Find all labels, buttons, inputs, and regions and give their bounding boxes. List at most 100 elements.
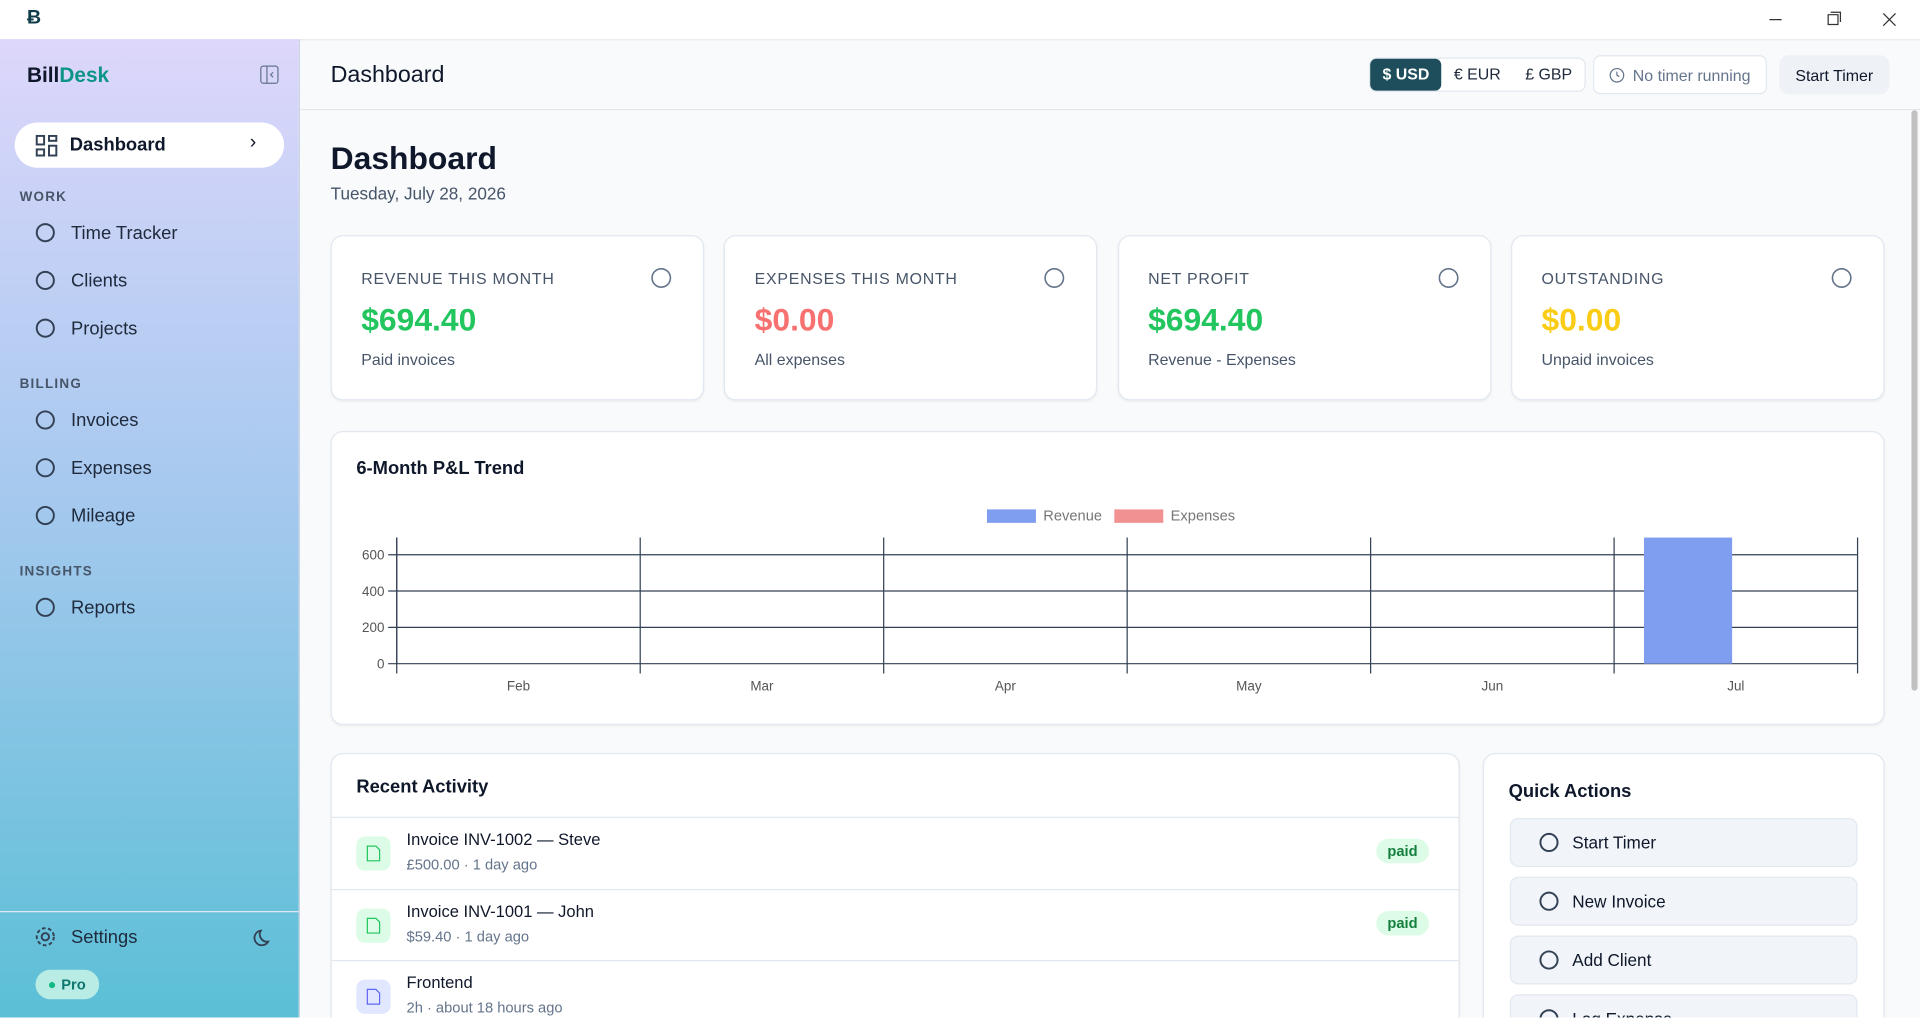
header: Dashboard $ USD € EUR £ GBP No timer runni…	[300, 40, 1920, 111]
currency-option[interactable]: £ GBP	[1525, 64, 1573, 84]
part	[1539, 950, 1559, 970]
stat-card: REVENUE THIS MONTH $694.40 Paid invoices	[330, 235, 705, 401]
part	[35, 410, 55, 430]
section-heading: INSIGHTS	[19, 564, 94, 580]
chart-card: 6-Month P&L Trend Revenue Expenses 0 200 400…	[330, 431, 1885, 725]
part	[1831, 267, 1852, 288]
brand-a: Bill	[26, 63, 60, 87]
settings-label: Settings	[71, 926, 138, 948]
stat-label: EXPENSES THIS MONTH	[754, 269, 958, 288]
stat-value: $694.40	[361, 301, 477, 338]
part	[366, 988, 381, 1005]
quick-action[interactable]: Log Expense	[1509, 994, 1858, 1018]
nav-item[interactable]: Clients	[34, 269, 127, 291]
title-bar: Ƀ	[0, 0, 1920, 41]
nav-item[interactable]: Mileage	[34, 504, 135, 526]
stat-label: REVENUE THIS MONTH	[361, 269, 555, 288]
row-divider	[331, 888, 1459, 890]
part	[35, 270, 55, 290]
part	[35, 318, 55, 338]
stat-value: $0.00	[1541, 301, 1622, 338]
activity-title: Recent Activity	[356, 776, 489, 798]
timer-text: No timer running	[1632, 65, 1751, 84]
stat-icon	[650, 267, 672, 295]
collapse[interactable]	[260, 65, 280, 85]
activity-meta: £500.00 · 1 day ago	[406, 855, 538, 874]
scrollbar	[1911, 110, 1918, 691]
y-tick-label: 600	[362, 548, 384, 563]
x-tick-label: Feb	[507, 679, 530, 694]
part	[1539, 832, 1559, 853]
legend-swatch	[986, 509, 1036, 523]
x-tick-label: Mar	[750, 679, 774, 694]
plan-badge: Pro	[35, 969, 100, 1000]
nav-item[interactable]: Projects	[34, 317, 137, 339]
section-heading: BILLING	[19, 377, 83, 392]
part	[35, 597, 55, 617]
nav-item[interactable]: Expenses	[34, 457, 152, 479]
page-title: Dashboard	[330, 139, 497, 177]
sidebar: BillDesk Dashboard › Settings Pro WORK Ti…	[0, 39, 301, 1018]
start-timer-button[interactable]: Start Timer	[1779, 55, 1890, 95]
activity-title: Frontend	[406, 973, 473, 992]
part	[1539, 891, 1559, 911]
stat-card: EXPENSES THIS MONTH $0.00 All expenses	[724, 235, 1098, 401]
part	[1539, 1009, 1559, 1018]
app-icon: Ƀ	[26, 7, 42, 29]
legend-label: Expenses	[1171, 508, 1236, 524]
timer-status: No timer running	[1593, 55, 1767, 95]
settings[interactable]: Settings	[34, 926, 137, 948]
activity-icon	[356, 836, 391, 871]
y-tick-label: 400	[362, 584, 384, 599]
part	[35, 223, 55, 243]
stat-note: Paid invoices	[361, 350, 456, 369]
currency-option[interactable]: $ USD	[1370, 58, 1442, 91]
part	[1044, 267, 1065, 288]
part	[366, 917, 381, 934]
currency-switch: $ USD € EUR £ GBP	[1368, 57, 1586, 92]
stat-label: NET PROFIT	[1148, 269, 1250, 288]
x-tick-label: May	[1236, 679, 1262, 694]
quick-actions-title: Quick Actions	[1508, 781, 1632, 803]
chart: Revenue Expenses 0 200 400 600 Feb Mar Apr May Jun…	[362, 508, 1859, 694]
quick-action[interactable]: Start Timer	[1509, 817, 1858, 867]
nav-label: Dashboard	[69, 134, 166, 156]
stat-card: OUTSTANDING $0.00 Unpaid invoices	[1510, 235, 1885, 401]
active-nav[interactable]: Dashboard ›	[14, 122, 285, 168]
y-tick-label: 0	[377, 657, 384, 672]
x-tick-label: Jun	[1482, 679, 1504, 694]
theme-toggle[interactable]	[252, 927, 274, 949]
stat-note: Unpaid invoices	[1541, 350, 1654, 369]
activity-meta: 2h · about 18 hours ago	[406, 999, 563, 1017]
currency-option[interactable]: € EUR	[1453, 64, 1501, 84]
brand: BillDesk	[27, 64, 109, 88]
nav-item[interactable]: Invoices	[34, 409, 138, 431]
stat-value: $694.40	[1148, 301, 1264, 338]
window-controls[interactable]	[1763, 10, 1910, 30]
activity-title: Invoice INV-1001 — John	[406, 901, 594, 921]
y-tick-label: 200	[362, 620, 384, 635]
quick-action[interactable]: New Invoice	[1509, 876, 1858, 926]
row-divider	[331, 816, 1459, 818]
x-tick-label: Apr	[995, 679, 1016, 694]
row-divider	[331, 960, 1459, 962]
part	[366, 845, 381, 862]
bar	[1643, 537, 1733, 664]
activity-title: Invoice INV-1002 — Steve	[406, 830, 601, 849]
activity-card: Recent Activity Invoice INV-1002 — Steve…	[330, 753, 1460, 1018]
stat-note: Revenue - Expenses	[1148, 350, 1296, 369]
activity-icon	[356, 907, 391, 943]
plan-label: Pro	[61, 975, 86, 994]
quick-actions-card: Quick Actions Start Timer New Invoice Add …	[1482, 753, 1885, 1018]
chevron: ›	[249, 132, 257, 154]
nav-item[interactable]: Reports	[34, 596, 135, 618]
divider	[0, 911, 299, 913]
part	[35, 505, 55, 526]
x-tick-label: Jul	[1727, 679, 1744, 694]
stat-icon	[1437, 267, 1459, 295]
nav-item[interactable]: Time Tracker	[34, 222, 177, 244]
quick-action[interactable]: Add Client	[1509, 935, 1858, 985]
stat-value: $0.00	[754, 301, 835, 338]
activity-icon	[356, 979, 391, 1014]
